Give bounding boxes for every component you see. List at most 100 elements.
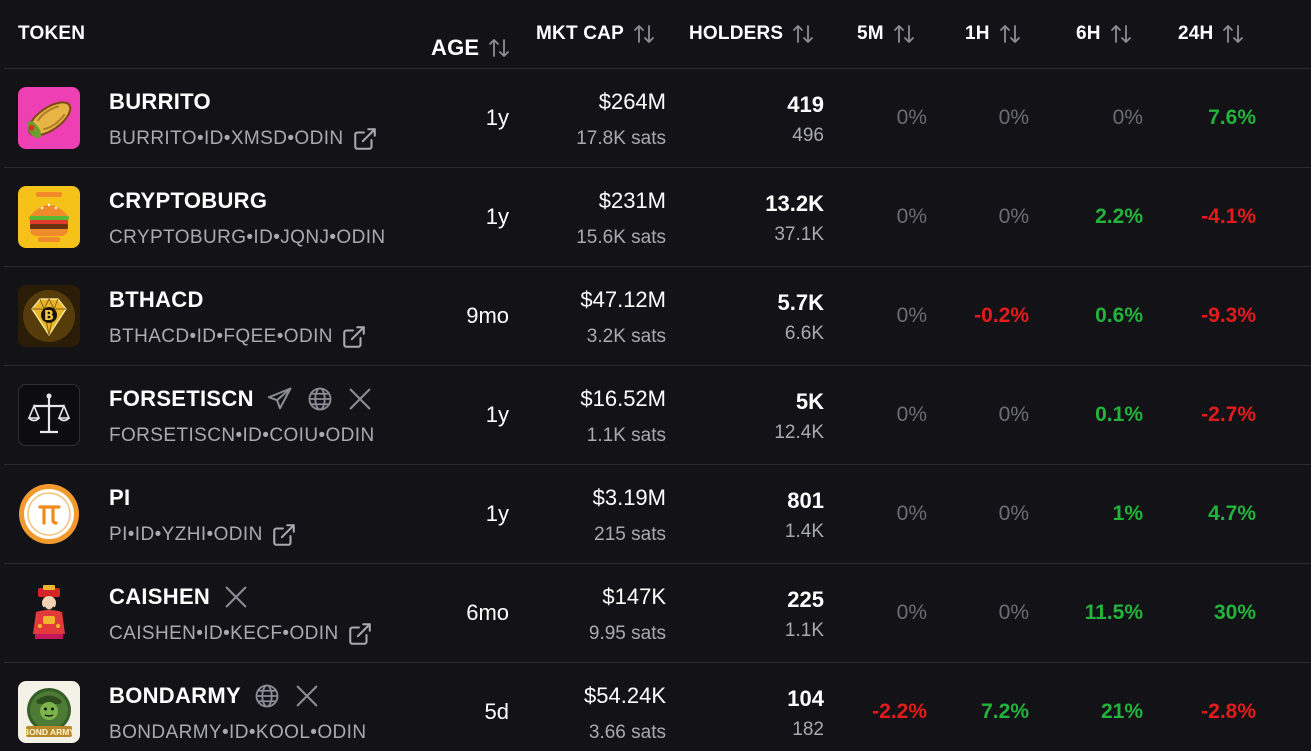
header-holders[interactable]: HOLDERS — [689, 22, 815, 46]
change-1h: 0% — [998, 205, 1029, 228]
token-age: 1y — [485, 501, 509, 526]
token-id[interactable]: BTHACD•ID•FQEE•ODIN — [109, 326, 333, 347]
market-cap-sats: 15.6K sats — [576, 227, 666, 248]
external-link-icon[interactable] — [341, 324, 367, 350]
table-row[interactable]: FORSETISCN FORSETISCN•ID•COIU•ODIN 1y $1… — [4, 365, 1311, 464]
token-id[interactable]: CRYPTOBURG•ID•JQNJ•ODIN — [109, 227, 386, 248]
globe-icon[interactable] — [253, 682, 281, 710]
header-5m[interactable]: 5M — [857, 22, 916, 46]
token-id[interactable]: FORSETISCN•ID•COIU•ODIN — [109, 425, 375, 446]
change-5m: 0% — [896, 502, 927, 525]
holders-count: 419 — [787, 92, 824, 117]
header-24h[interactable]: 24H — [1178, 22, 1245, 46]
external-link-icon[interactable] — [352, 126, 378, 152]
sort-icon[interactable] — [998, 22, 1022, 46]
change-1h: 7.2% — [981, 700, 1029, 723]
change-24h: -4.1% — [1201, 205, 1256, 228]
sort-icon[interactable] — [1109, 22, 1133, 46]
x-icon[interactable] — [346, 385, 374, 413]
x-icon[interactable] — [293, 682, 321, 710]
change-6h: 21% — [1100, 700, 1143, 723]
change-24h: -2.8% — [1201, 700, 1256, 723]
scales-avatar[interactable] — [18, 384, 80, 446]
change-5m: -2.2% — [872, 700, 927, 723]
sort-icon[interactable] — [892, 22, 916, 46]
change-1h: 0% — [998, 502, 1029, 525]
table-header: TOKEN AGE MKT CAP HOLDERS 5M 1H 6H 24H — [0, 0, 1311, 68]
table-row[interactable]: CRYPTOBURG CRYPTOBURG•ID•JQNJ•ODIN 1y $2… — [4, 167, 1311, 266]
change-1h: 0% — [998, 601, 1029, 624]
external-link-icon[interactable] — [271, 522, 297, 548]
header-age[interactable]: AGE — [431, 35, 511, 60]
token-name[interactable]: BURRITO — [109, 89, 211, 114]
token-id-line: FORSETISCN•ID•COIU•ODIN — [109, 423, 375, 449]
token-age: 9mo — [466, 303, 509, 328]
token-name-line: BONDARMY — [109, 683, 321, 709]
table-row[interactable]: CAISHEN CAISHEN•ID•KECF•ODIN 6mo $147K 9… — [4, 563, 1311, 662]
header-1h[interactable]: 1H — [965, 22, 1022, 46]
token-name[interactable]: PI — [109, 485, 131, 510]
globe-icon[interactable] — [306, 385, 334, 413]
token-name-line: CAISHEN — [109, 584, 250, 610]
table-row[interactable]: PI PI•ID•YZHI•ODIN 1y $3.19M 215 sats 80… — [4, 464, 1311, 563]
token-name-line: CRYPTOBURG — [109, 188, 267, 214]
external-link-icon[interactable] — [347, 621, 373, 647]
burger-avatar[interactable] — [18, 186, 80, 248]
change-24h: -9.3% — [1201, 304, 1256, 327]
sort-icon[interactable] — [487, 36, 511, 60]
token-id-line: CAISHEN•ID•KECF•ODIN — [109, 621, 373, 647]
holders-count: 225 — [787, 587, 824, 612]
diamond-avatar[interactable]: B — [18, 285, 80, 347]
holders-secondary: 12.4K — [774, 422, 824, 443]
market-cap-usd: $16.52M — [580, 386, 666, 411]
change-5m: 0% — [896, 304, 927, 327]
token-name[interactable]: BTHACD — [109, 287, 204, 312]
holders-secondary: 496 — [792, 125, 824, 146]
market-cap-sats: 17.8K sats — [576, 128, 666, 149]
table-row[interactable]: BURRITO BURRITO•ID•XMSD•ODIN 1y $264M 17… — [4, 68, 1311, 167]
table-row[interactable]: B BTHACD BTHACD•ID•FQEE•ODIN 9mo $47.12M… — [4, 266, 1311, 365]
token-id-line: BURRITO•ID•XMSD•ODIN — [109, 126, 378, 152]
telegram-icon[interactable] — [266, 385, 294, 413]
token-age: 1y — [485, 402, 509, 427]
token-name[interactable]: CAISHEN — [109, 584, 211, 609]
change-6h: 0.6% — [1095, 304, 1143, 327]
burrito-avatar[interactable] — [18, 87, 80, 149]
sort-icon[interactable] — [1221, 22, 1245, 46]
sort-icon[interactable] — [632, 22, 656, 46]
market-cap-sats: 215 sats — [594, 524, 666, 545]
caishen-avatar[interactable] — [18, 582, 80, 644]
table-row[interactable]: BOND ARMY BONDARMY BONDARMY•ID•KOOL•ODIN… — [4, 662, 1311, 751]
header-age-label: AGE — [431, 35, 480, 60]
market-cap-sats: 1.1K sats — [586, 425, 666, 446]
token-name[interactable]: FORSETISCN — [109, 386, 254, 411]
header-mkt-cap-label: MKT CAP — [536, 23, 624, 44]
x-icon[interactable] — [222, 583, 250, 611]
header-6h[interactable]: 6H — [1076, 22, 1133, 46]
header-token-label: TOKEN — [18, 23, 86, 44]
header-5m-label: 5M — [857, 23, 884, 44]
bondarmy-avatar[interactable]: BOND ARMY — [18, 681, 80, 743]
token-id[interactable]: BONDARMY•ID•KOOL•ODIN — [109, 722, 367, 743]
change-5m: 0% — [896, 403, 927, 426]
holders-secondary: 6.6K — [784, 323, 824, 344]
avatar-logo-text: BOND ARMY — [23, 727, 75, 737]
sort-icon[interactable] — [791, 22, 815, 46]
header-mkt-cap[interactable]: MKT CAP — [536, 22, 656, 46]
market-cap-usd: $264M — [598, 89, 666, 114]
token-id[interactable]: PI•ID•YZHI•ODIN — [109, 524, 263, 545]
token-id[interactable]: CAISHEN•ID•KECF•ODIN — [109, 623, 339, 644]
holders-count: 5.7K — [777, 290, 824, 315]
market-cap-sats: 3.2K sats — [586, 326, 666, 347]
change-1h: 0% — [998, 106, 1029, 129]
market-cap-usd: $147K — [602, 584, 666, 609]
pi-avatar[interactable] — [18, 483, 80, 545]
token-name[interactable]: BONDARMY — [109, 683, 241, 708]
header-6h-label: 6H — [1076, 23, 1101, 44]
market-cap-sats: 9.95 sats — [588, 623, 666, 644]
token-name[interactable]: CRYPTOBURG — [109, 188, 268, 213]
market-cap-sats: 3.66 sats — [588, 722, 666, 743]
token-id[interactable]: BURRITO•ID•XMSD•ODIN — [109, 128, 344, 149]
token-id-line: BONDARMY•ID•KOOL•ODIN — [109, 720, 366, 746]
